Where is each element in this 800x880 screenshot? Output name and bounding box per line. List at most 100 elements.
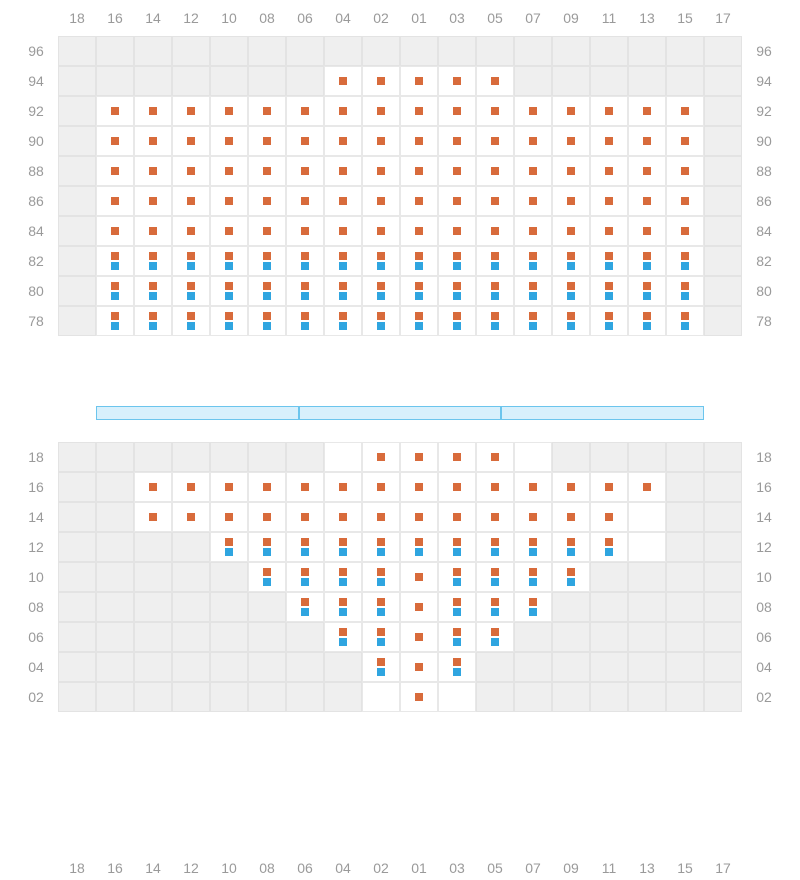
upper-seat-cell[interactable] (666, 306, 704, 336)
upper-seat-cell[interactable] (400, 276, 438, 306)
lower-seat-cell[interactable] (286, 562, 324, 592)
lower-seat-cell[interactable] (362, 652, 400, 682)
upper-seat-cell[interactable] (438, 276, 476, 306)
upper-seat-cell[interactable] (514, 306, 552, 336)
upper-seat-cell[interactable] (552, 276, 590, 306)
lower-bg-cell (58, 502, 96, 532)
upper-seat-cell[interactable] (590, 306, 628, 336)
upper-seat-cell[interactable] (96, 246, 134, 276)
lower-seat-cell[interactable] (362, 562, 400, 592)
marker-orange (377, 282, 385, 290)
upper-seat-cell[interactable] (324, 306, 362, 336)
upper-seat-cell[interactable] (400, 306, 438, 336)
upper-seat-cell[interactable] (438, 246, 476, 276)
upper-seat-cell[interactable] (134, 276, 172, 306)
lower-seat-cell[interactable] (286, 532, 324, 562)
upper-seat-cell[interactable] (400, 246, 438, 276)
lower-seat-cell[interactable] (590, 532, 628, 562)
upper-seat-cell[interactable] (172, 276, 210, 306)
marker-orange (301, 282, 309, 290)
upper-seat-cell[interactable] (476, 246, 514, 276)
lower-seat-cell[interactable] (210, 532, 248, 562)
upper-seat-cell[interactable] (286, 276, 324, 306)
upper-seat-cell[interactable] (666, 246, 704, 276)
lower-seat-cell[interactable] (438, 622, 476, 652)
marker-orange (415, 633, 423, 641)
upper-bg-cell (58, 96, 96, 126)
marker-orange (453, 167, 461, 175)
lower-seat-cell[interactable] (476, 622, 514, 652)
lower-seat-cell[interactable] (362, 592, 400, 622)
lower-seat-cell[interactable] (324, 442, 362, 472)
lower-seat-cell[interactable] (514, 532, 552, 562)
upper-seat-cell[interactable] (172, 306, 210, 336)
lower-seat-cell[interactable] (514, 442, 552, 472)
upper-seat-cell[interactable] (210, 276, 248, 306)
lower-seat-cell[interactable] (248, 562, 286, 592)
lower-seat-cell[interactable] (476, 592, 514, 622)
upper-seat-cell[interactable] (286, 306, 324, 336)
marker-orange (301, 483, 309, 491)
upper-seat-cell[interactable] (552, 246, 590, 276)
lower-seat-cell[interactable] (286, 592, 324, 622)
upper-seat-cell[interactable] (324, 246, 362, 276)
upper-seat-cell[interactable] (628, 276, 666, 306)
upper-seat-cell[interactable] (514, 276, 552, 306)
marker-orange (377, 628, 385, 636)
marker-orange (377, 107, 385, 115)
upper-seat-cell[interactable] (362, 276, 400, 306)
lower-seat-cell[interactable] (514, 562, 552, 592)
upper-seat-cell[interactable] (134, 306, 172, 336)
lower-seat-cell[interactable] (552, 532, 590, 562)
upper-seat-cell[interactable] (286, 246, 324, 276)
upper-seat-cell[interactable] (210, 306, 248, 336)
lower-seat-cell[interactable] (362, 532, 400, 562)
upper-seat-cell[interactable] (514, 246, 552, 276)
upper-bg-cell (628, 36, 666, 66)
marker-orange (225, 107, 233, 115)
upper-seat-cell[interactable] (96, 276, 134, 306)
upper-seat-cell[interactable] (628, 246, 666, 276)
lower-seat-cell[interactable] (438, 532, 476, 562)
upper-seat-cell[interactable] (666, 276, 704, 306)
lower-seat-cell[interactable] (362, 682, 400, 712)
marker-orange (377, 77, 385, 85)
upper-seat-cell[interactable] (172, 246, 210, 276)
upper-seat-cell[interactable] (476, 276, 514, 306)
lower-seat-cell[interactable] (438, 682, 476, 712)
upper-seat-cell[interactable] (362, 306, 400, 336)
lower-seat-cell[interactable] (400, 532, 438, 562)
upper-seat-cell[interactable] (628, 306, 666, 336)
lower-seat-cell[interactable] (438, 562, 476, 592)
lower-seat-cell[interactable] (476, 562, 514, 592)
lower-seat-cell[interactable] (628, 502, 666, 532)
marker-blue (681, 262, 689, 270)
lower-seat-cell[interactable] (324, 562, 362, 592)
lower-seat-cell[interactable] (438, 592, 476, 622)
lower-seat-cell[interactable] (628, 532, 666, 562)
upper-seat-cell[interactable] (362, 246, 400, 276)
upper-seat-cell[interactable] (476, 306, 514, 336)
lower-seat-cell[interactable] (324, 532, 362, 562)
lower-seat-cell[interactable] (248, 532, 286, 562)
marker-blue (453, 548, 461, 556)
lower-seat-cell[interactable] (362, 622, 400, 652)
lower-seat-cell[interactable] (514, 592, 552, 622)
marker-orange (643, 137, 651, 145)
upper-seat-cell[interactable] (590, 246, 628, 276)
lower-seat-cell[interactable] (438, 652, 476, 682)
lower-seat-cell[interactable] (324, 622, 362, 652)
upper-seat-cell[interactable] (438, 306, 476, 336)
upper-seat-cell[interactable] (248, 246, 286, 276)
upper-seat-cell[interactable] (248, 276, 286, 306)
upper-seat-cell[interactable] (248, 306, 286, 336)
upper-seat-cell[interactable] (134, 246, 172, 276)
upper-seat-cell[interactable] (96, 306, 134, 336)
lower-seat-cell[interactable] (324, 592, 362, 622)
upper-seat-cell[interactable] (210, 246, 248, 276)
upper-seat-cell[interactable] (590, 276, 628, 306)
upper-seat-cell[interactable] (552, 306, 590, 336)
lower-seat-cell[interactable] (476, 532, 514, 562)
lower-seat-cell[interactable] (552, 562, 590, 592)
upper-seat-cell[interactable] (324, 276, 362, 306)
